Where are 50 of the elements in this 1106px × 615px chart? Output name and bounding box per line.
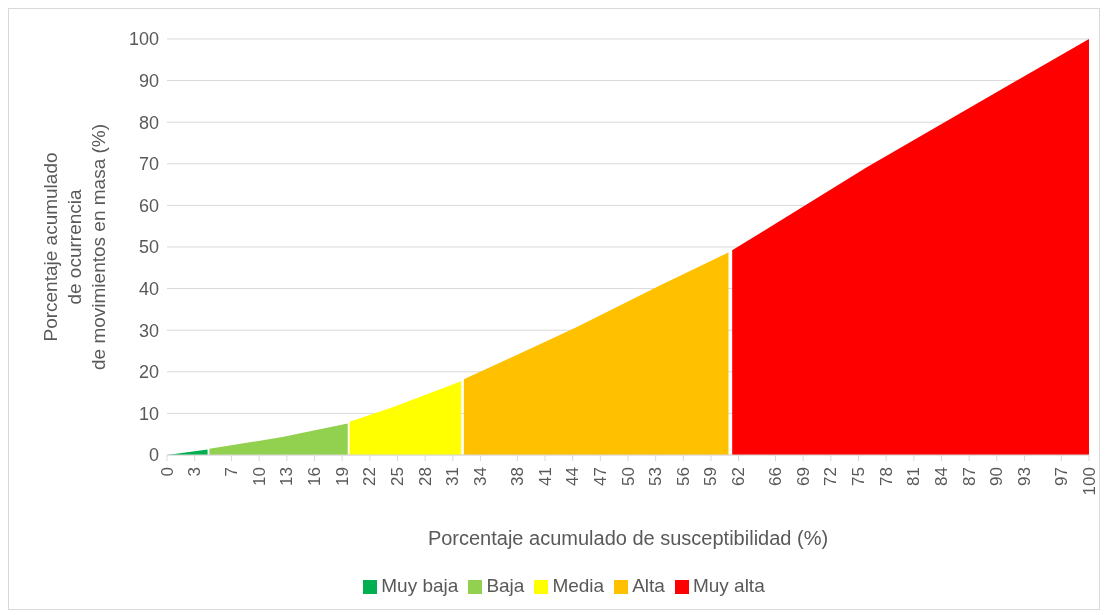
x-tick-label: 34 [470, 467, 490, 486]
legend-label: Baja [486, 575, 525, 596]
x-tick-label: 47 [590, 467, 610, 486]
x-tick-label: 59 [701, 467, 721, 486]
x-tick-label: 66 [766, 467, 786, 486]
x-tick-label: 16 [305, 467, 325, 486]
x-tick-label: 41 [535, 467, 555, 486]
y-axis-title: Porcentaje acumulado de ocurrencia de movimientos en masa (%) [40, 123, 109, 371]
x-tick-label: 50 [618, 467, 638, 486]
x-tick-label: 81 [904, 467, 924, 486]
y-tick-label: 90 [138, 70, 159, 91]
x-tick-label: 56 [673, 467, 693, 486]
x-tick-label: 22 [360, 467, 380, 486]
x-tick-label: 75 [849, 467, 868, 486]
x-tick-label: 25 [388, 467, 407, 486]
x-tick-label: 0 [157, 467, 177, 477]
y-tick-label: 100 [128, 29, 159, 50]
y-tick-label: 60 [138, 195, 159, 216]
y-tick-label: 40 [138, 278, 159, 299]
y-tick-label: 80 [138, 112, 159, 133]
x-tick-label: 38 [507, 467, 527, 486]
x-tick-label: 28 [415, 467, 435, 486]
legend-label: Alta [632, 575, 665, 596]
x-tick-label: 90 [987, 467, 1007, 486]
x-tick-label: 3 [185, 467, 205, 477]
x-tick-label: 53 [646, 467, 666, 486]
x-tick-label: 44 [563, 467, 583, 486]
legend-label: Muy alta [692, 575, 765, 596]
x-tick-label: 62 [729, 467, 749, 486]
y-tick-label: 50 [138, 237, 159, 258]
x-axis-title: Porcentaje acumulado de susceptibilidad (%) [427, 527, 829, 549]
x-tick-label: 78 [876, 467, 896, 486]
x-tick-label: 19 [332, 467, 352, 486]
x-tick-label: 100 [1079, 467, 1099, 496]
legend-label: Muy baja [381, 575, 459, 596]
y-tick-label: 10 [138, 403, 159, 424]
x-tick-label: 13 [277, 467, 297, 486]
legend-label: Media [552, 575, 605, 596]
x-tick-label: 31 [443, 467, 463, 486]
x-tick-label: 84 [931, 467, 951, 486]
x-tick-label: 87 [959, 467, 979, 486]
x-tick-label: 93 [1014, 467, 1034, 486]
y-tick-label: 30 [138, 320, 159, 341]
y-tick-label: 70 [138, 154, 159, 175]
x-tick-label: 72 [821, 467, 841, 486]
y-tick-label: 20 [138, 362, 159, 383]
x-tick-label: 97 [1051, 467, 1071, 486]
x-tick-label: 69 [793, 467, 813, 486]
x-tick-label: 10 [249, 467, 269, 486]
x-tick-label: 7 [222, 467, 242, 477]
